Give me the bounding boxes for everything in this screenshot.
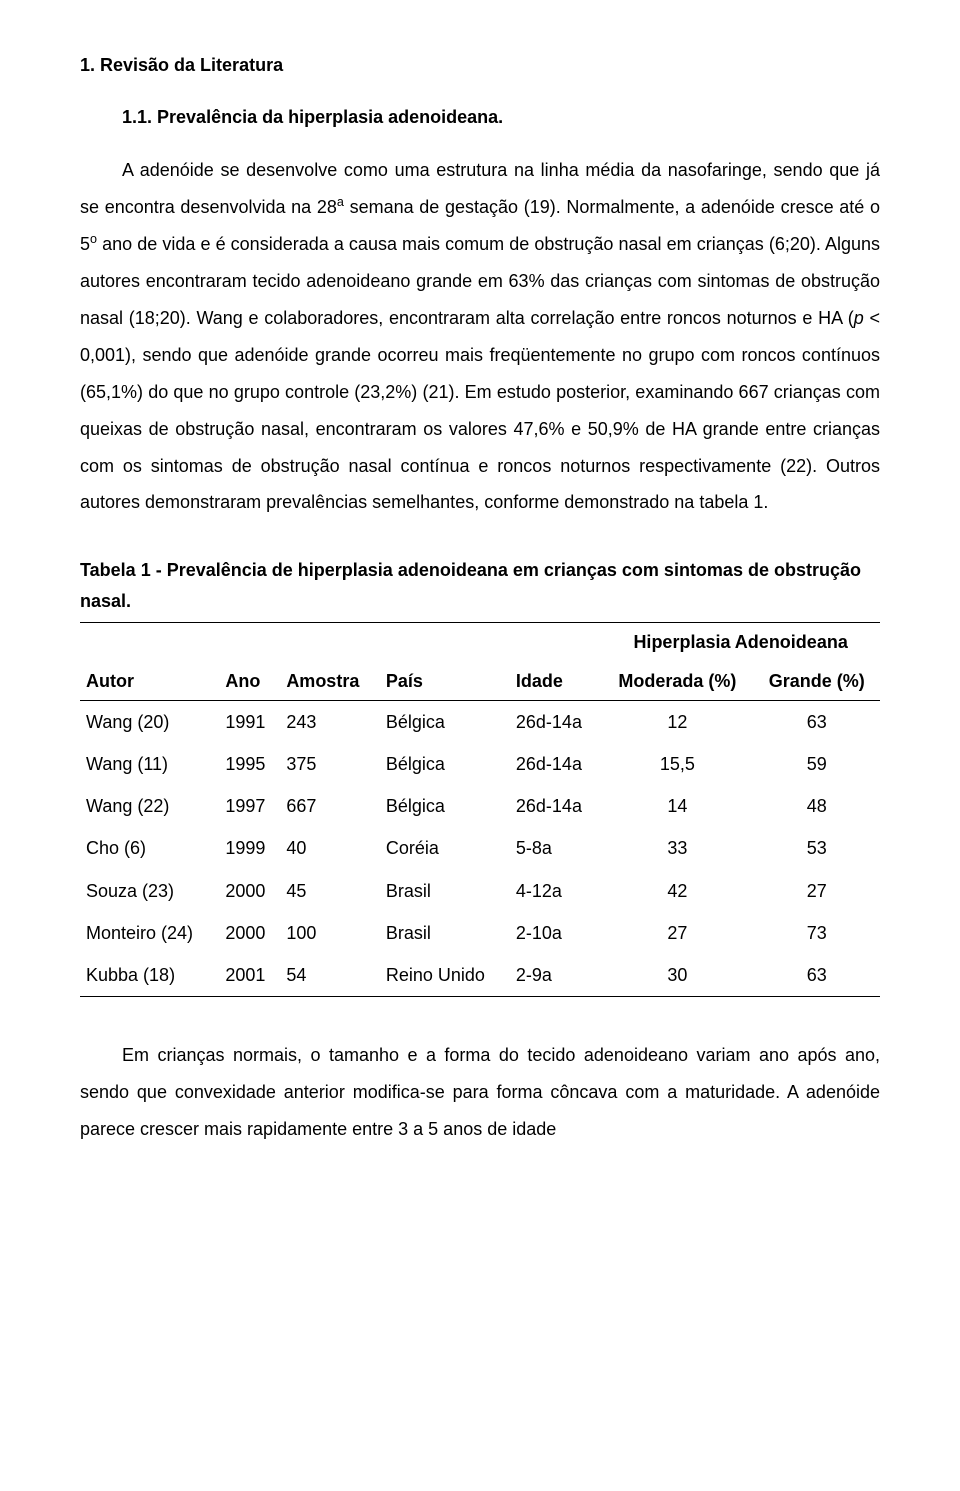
table-row: Wang (22)1997667Bélgica26d-14a1448	[80, 785, 880, 827]
table-row: Wang (20)1991243Bélgica26d-14a1263	[80, 700, 880, 743]
cell-idade: 2-9a	[510, 954, 601, 997]
cell-moderada: 42	[601, 870, 753, 912]
cell-ano: 1991	[219, 700, 280, 743]
cell-moderada: 30	[601, 954, 753, 997]
cell-pais: Bélgica	[380, 785, 510, 827]
italic-p: p	[854, 308, 864, 328]
p1-d: < 0,001), sendo que adenóide grande ocor…	[80, 308, 880, 512]
cell-ano: 2000	[219, 870, 280, 912]
cell-pais: Bélgica	[380, 743, 510, 785]
cell-grande: 63	[754, 954, 881, 997]
th-ano: Ano	[219, 662, 280, 701]
cell-amostra: 375	[280, 743, 380, 785]
cell-moderada: 27	[601, 912, 753, 954]
cell-moderada: 12	[601, 700, 753, 743]
cell-idade: 26d-14a	[510, 785, 601, 827]
cell-idade: 4-12a	[510, 870, 601, 912]
cell-grande: 63	[754, 700, 881, 743]
cell-pais: Brasil	[380, 870, 510, 912]
cell-autor: Wang (11)	[80, 743, 219, 785]
table-row: Monteiro (24)2000100Brasil2-10a2773	[80, 912, 880, 954]
cell-ano: 2001	[219, 954, 280, 997]
cell-pais: Coréia	[380, 827, 510, 869]
th-amostra: Amostra	[280, 662, 380, 701]
th-pais: País	[380, 662, 510, 701]
th-grande: Grande (%)	[754, 662, 881, 701]
cell-amostra: 100	[280, 912, 380, 954]
table-row: Souza (23)200045Brasil4-12a4227	[80, 870, 880, 912]
spanner-hiperplasia: Hiperplasia Adenoideana	[601, 623, 880, 662]
table-body: Wang (20)1991243Bélgica26d-14a1263Wang (…	[80, 700, 880, 996]
cell-autor: Monteiro (24)	[80, 912, 219, 954]
cell-amostra: 54	[280, 954, 380, 997]
cell-pais: Brasil	[380, 912, 510, 954]
cell-amostra: 40	[280, 827, 380, 869]
cell-grande: 73	[754, 912, 881, 954]
superscript-2: o	[90, 232, 97, 246]
cell-moderada: 15,5	[601, 743, 753, 785]
cell-ano: 1997	[219, 785, 280, 827]
cell-autor: Wang (22)	[80, 785, 219, 827]
cell-moderada: 14	[601, 785, 753, 827]
cell-autor: Wang (20)	[80, 700, 219, 743]
th-autor: Autor	[80, 662, 219, 701]
th-moderada: Moderada (%)	[601, 662, 753, 701]
prevalence-table: Hiperplasia Adenoideana Autor Ano Amostr…	[80, 622, 880, 997]
cell-ano: 2000	[219, 912, 280, 954]
superscript-1: a	[337, 195, 344, 209]
cell-autor: Souza (23)	[80, 870, 219, 912]
cell-idade: 2-10a	[510, 912, 601, 954]
cell-idade: 26d-14a	[510, 700, 601, 743]
cell-pais: Bélgica	[380, 700, 510, 743]
cell-autor: Kubba (18)	[80, 954, 219, 997]
cell-amostra: 667	[280, 785, 380, 827]
closing-paragraph: Em crianças normais, o tamanho e a forma…	[80, 1037, 880, 1148]
cell-idade: 26d-14a	[510, 743, 601, 785]
cell-amostra: 243	[280, 700, 380, 743]
th-idade: Idade	[510, 662, 601, 701]
section-heading-2: 1.1. Prevalência da hiperplasia adenoide…	[122, 100, 880, 134]
p1-c: ano de vida e é considerada a causa mais…	[80, 234, 880, 328]
cell-ano: 1999	[219, 827, 280, 869]
spanner-blank	[80, 623, 601, 662]
cell-grande: 59	[754, 743, 881, 785]
cell-grande: 48	[754, 785, 881, 827]
table-row: Cho (6)199940Coréia5-8a3353	[80, 827, 880, 869]
table-row: Wang (11)1995375Bélgica26d-14a15,559	[80, 743, 880, 785]
paragraph-1: A adenóide se desenvolve como uma estrut…	[80, 152, 880, 521]
cell-moderada: 33	[601, 827, 753, 869]
cell-pais: Reino Unido	[380, 954, 510, 997]
cell-ano: 1995	[219, 743, 280, 785]
cell-autor: Cho (6)	[80, 827, 219, 869]
section-heading-1: 1. Revisão da Literatura	[80, 48, 880, 82]
cell-amostra: 45	[280, 870, 380, 912]
cell-grande: 27	[754, 870, 881, 912]
cell-idade: 5-8a	[510, 827, 601, 869]
table-row: Kubba (18)200154Reino Unido2-9a3063	[80, 954, 880, 997]
cell-grande: 53	[754, 827, 881, 869]
table-title: Tabela 1 - Prevalência de hiperplasia ad…	[80, 555, 880, 616]
